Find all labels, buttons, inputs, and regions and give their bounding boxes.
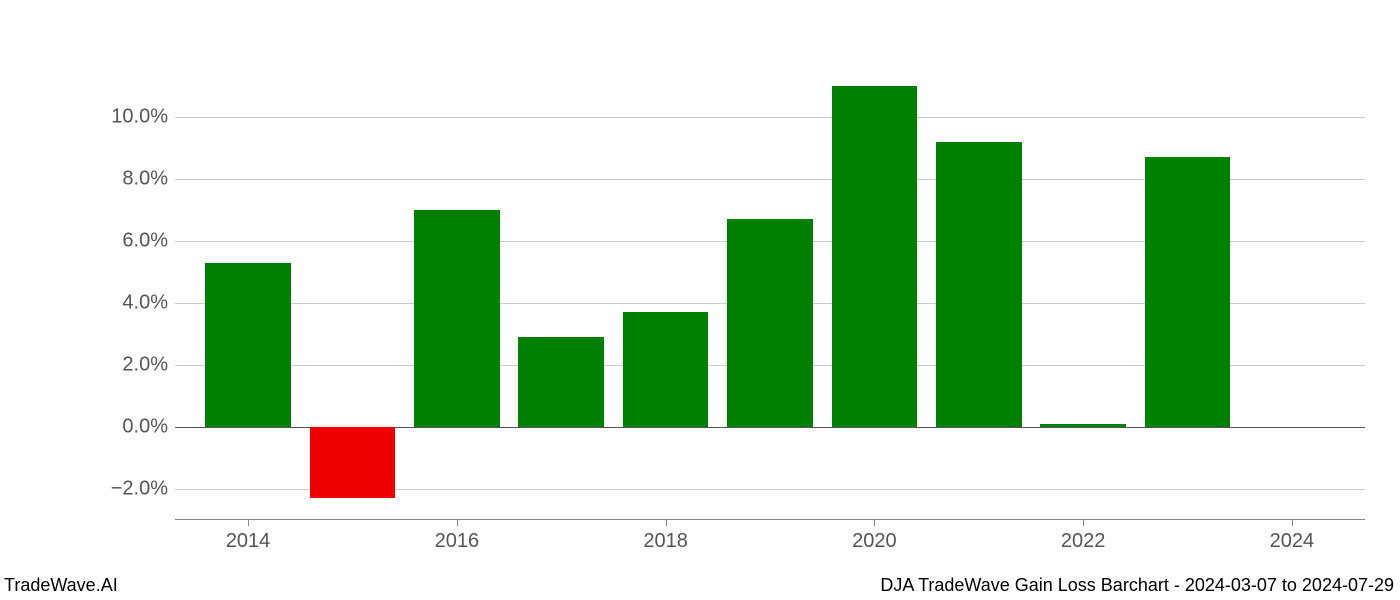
x-tick-mark: [1083, 520, 1084, 526]
y-tick-label: −2.0%: [111, 478, 168, 501]
y-tick-label: 8.0%: [122, 168, 168, 191]
footer-caption: DJA TradeWave Gain Loss Barchart - 2024-…: [880, 575, 1394, 596]
x-tick-label: 2024: [1270, 530, 1315, 553]
x-tick-label: 2020: [852, 530, 897, 553]
y-tick-label: 2.0%: [122, 354, 168, 377]
bar: [623, 312, 709, 427]
y-tick-label: 6.0%: [122, 230, 168, 253]
footer-brand: TradeWave.AI: [4, 575, 118, 596]
bar: [936, 142, 1022, 427]
bar: [518, 337, 604, 427]
bar: [205, 263, 291, 427]
x-tick-mark: [248, 520, 249, 526]
bar: [414, 210, 500, 427]
chart-plot-area: [175, 55, 1365, 520]
y-tick-label: 4.0%: [122, 292, 168, 315]
x-tick-label: 2022: [1061, 530, 1106, 553]
x-tick-label: 2014: [226, 530, 271, 553]
y-tick-label: 10.0%: [111, 106, 168, 129]
x-tick-mark: [1292, 520, 1293, 526]
bar: [727, 219, 813, 427]
bar: [1040, 424, 1126, 427]
x-tick-mark: [457, 520, 458, 526]
x-tick-mark: [666, 520, 667, 526]
gridline: [175, 117, 1365, 118]
bar: [832, 86, 918, 427]
x-tick-label: 2018: [643, 530, 688, 553]
y-tick-label: 0.0%: [122, 416, 168, 439]
x-tick-mark: [874, 520, 875, 526]
plot-surface: [175, 55, 1365, 520]
bar: [310, 427, 396, 498]
bar: [1145, 157, 1231, 427]
x-tick-label: 2016: [435, 530, 480, 553]
